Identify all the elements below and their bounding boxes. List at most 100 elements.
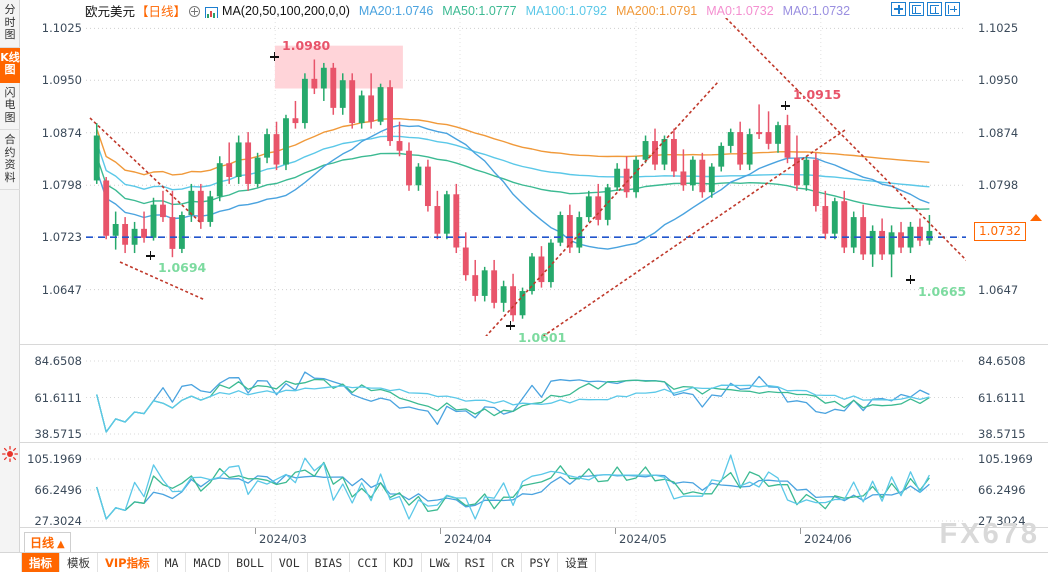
time-axis-label: 2024/04 [444, 532, 492, 546]
indicator-axis-label-left: 84.6508 [34, 354, 82, 368]
time-tick-mark [255, 528, 256, 534]
sidebar-item-fenshi[interactable]: 分时图 [0, 0, 20, 48]
indicator-axis-label-left: 105.1969 [27, 452, 82, 466]
rsi-axis-right: 84.6508 61.6111 38.5715 [972, 345, 1046, 441]
sidebar-item-shandian[interactable]: 闪电图 [0, 83, 20, 130]
tab-rsi[interactable]: RSI [458, 553, 494, 572]
price-annotation: 1.0694 [158, 260, 207, 275]
ma20-value: MA20:1.0746 [358, 3, 434, 18]
crosshair-icon[interactable] [891, 2, 906, 16]
tab-ma[interactable]: MA [158, 553, 187, 572]
rsi-chart-svg [86, 345, 966, 440]
indicator-axis-label-right: 66.2496 [978, 483, 1026, 497]
ma0-value-a: MA0:1.0732 [706, 3, 774, 18]
time-tick-mark [800, 528, 801, 534]
brightness-sun-icon[interactable] [2, 446, 18, 462]
sidebar-item-label: 分时图 [4, 3, 16, 41]
indicator-axis-label-right: 38.5715 [978, 427, 1026, 441]
price-chart-pane[interactable] [86, 18, 966, 336]
chart-header: 欧元美元 【日线】 MA(20,50,100,200,0,0) MA20:1.0… [20, 0, 1048, 19]
annotation-crosshair-icon [146, 251, 155, 260]
indicator-axis-label-left: 27.3024 [34, 514, 82, 528]
indicator-axis-label-right: 61.6111 [978, 390, 1026, 405]
price-axis-label-left: 1.0950 [41, 73, 82, 88]
ma100-value: MA100:1.0792 [525, 3, 607, 18]
tab-cci[interactable]: CCI [350, 553, 387, 572]
price-axis-label-left: 1.0874 [41, 125, 82, 140]
mini-chart-icon[interactable] [205, 6, 219, 19]
indicator-axis-label-right: 84.6508 [978, 354, 1026, 368]
export-icon[interactable] [945, 2, 960, 16]
time-tick-mark [615, 528, 616, 534]
tab-cr[interactable]: CR [493, 553, 523, 572]
period-badge[interactable]: 日线 ▲ [24, 532, 71, 554]
price-annotation: 1.0601 [518, 330, 567, 345]
time-axis-label: 2024/05 [619, 532, 667, 546]
price-annotation: 1.0980 [282, 38, 331, 53]
watermark: FX678 [939, 518, 1040, 550]
rsi-chart-pane[interactable] [86, 345, 966, 440]
tab-vip-[interactable]: VIP指标 [98, 553, 158, 572]
symbol-name: 欧元美元 [85, 4, 136, 19]
current-price-tag[interactable]: 1.0732 [974, 221, 1026, 241]
tab-psy[interactable]: PSY [522, 553, 559, 572]
ma200-value: MA200:1.0791 [615, 3, 698, 18]
tab-boll[interactable]: BOLL [229, 553, 272, 572]
kdj-chart-pane[interactable] [86, 443, 966, 527]
tab--[interactable]: 设置 [558, 553, 597, 572]
period-badge-label: 日线 [30, 536, 55, 550]
price-axis-label-left: 1.0647 [41, 282, 82, 297]
annotation-crosshair-icon [506, 321, 515, 330]
sidebar-filler [0, 190, 19, 552]
tab-lw-[interactable]: LW& [422, 553, 458, 572]
price-axis-left: 1.1025 1.0950 1.0874 1.0798 1.0723 1.0647 [24, 18, 84, 336]
align-right-icon[interactable] [927, 2, 942, 16]
chart-toolbar [891, 2, 960, 16]
kdj-axis-left: 105.1969 66.2496 27.3024 [24, 443, 84, 528]
time-axis: 2024/03 2024/04 2024/05 2024/06 [20, 527, 1048, 547]
align-left-icon[interactable] [909, 2, 924, 16]
indicator-axis-label-left: 61.6111 [34, 390, 82, 405]
price-axis-label-right: 1.1025 [978, 21, 1019, 36]
time-axis-label: 2024/06 [804, 532, 852, 546]
annotation-crosshair-icon [270, 52, 279, 61]
tab-macd[interactable]: MACD [186, 553, 230, 572]
sidebar-item-kline[interactable]: K线图 [0, 47, 20, 83]
indicator-axis-label-left: 66.2496 [34, 483, 82, 497]
tab--[interactable]: 模板 [60, 553, 98, 572]
left-sidebar: 分时图 K线图 闪电图 合约资料 [0, 0, 20, 552]
time-axis-label: 2024/03 [259, 532, 307, 546]
ma50-value: MA50:1.0777 [442, 3, 517, 18]
kdj-pane-divider [20, 442, 1048, 443]
current-price-arrow-icon [1030, 213, 1042, 221]
period-badge-arrow: ▲ [57, 539, 65, 550]
tab-bias[interactable]: BIAS [308, 553, 351, 572]
sidebar-item-heyue[interactable]: 合约资料 [0, 130, 20, 190]
annotation-crosshair-icon [906, 275, 915, 284]
price-annotation: 1.0915 [793, 87, 842, 102]
bottom-tab-bar: 指标 模板 VIP指标 MA MACD BOLL VOL BIAS CCI KDJ LW& RSI CR… [0, 552, 1048, 572]
sidebar-item-label: 合约资料 [4, 133, 16, 184]
symbol-period: 【日线】 [136, 4, 187, 19]
price-axis-label-left: 1.0798 [41, 178, 82, 193]
price-axis-label-left: 1.1025 [41, 21, 82, 36]
price-axis-label-left: 1.0723 [41, 230, 82, 245]
price-axis-label-right: 1.0647 [978, 282, 1019, 297]
tabbar-spacer [0, 553, 22, 572]
time-tick-mark [440, 528, 441, 534]
sidebar-item-label: K线图 [0, 50, 20, 76]
price-axis-label-right: 1.0950 [978, 73, 1019, 88]
annotation-crosshair-icon [781, 101, 790, 110]
tab-vol[interactable]: VOL [272, 553, 308, 572]
tab--[interactable]: 指标 [22, 553, 60, 572]
price-chart-svg [86, 18, 966, 336]
kdj-chart-svg [86, 443, 966, 527]
tab-kdj[interactable]: KDJ [386, 553, 422, 572]
crosshair-circle-icon[interactable] [189, 6, 201, 17]
ma0-value-b: MA0:1.0732 [782, 3, 851, 18]
price-axis-label-right: 1.0798 [978, 178, 1019, 193]
price-axis-label-right: 1.0874 [978, 125, 1019, 140]
rsi-pane-divider [20, 344, 1048, 345]
indicator-axis-label-right: 27.3024 [978, 514, 1026, 528]
